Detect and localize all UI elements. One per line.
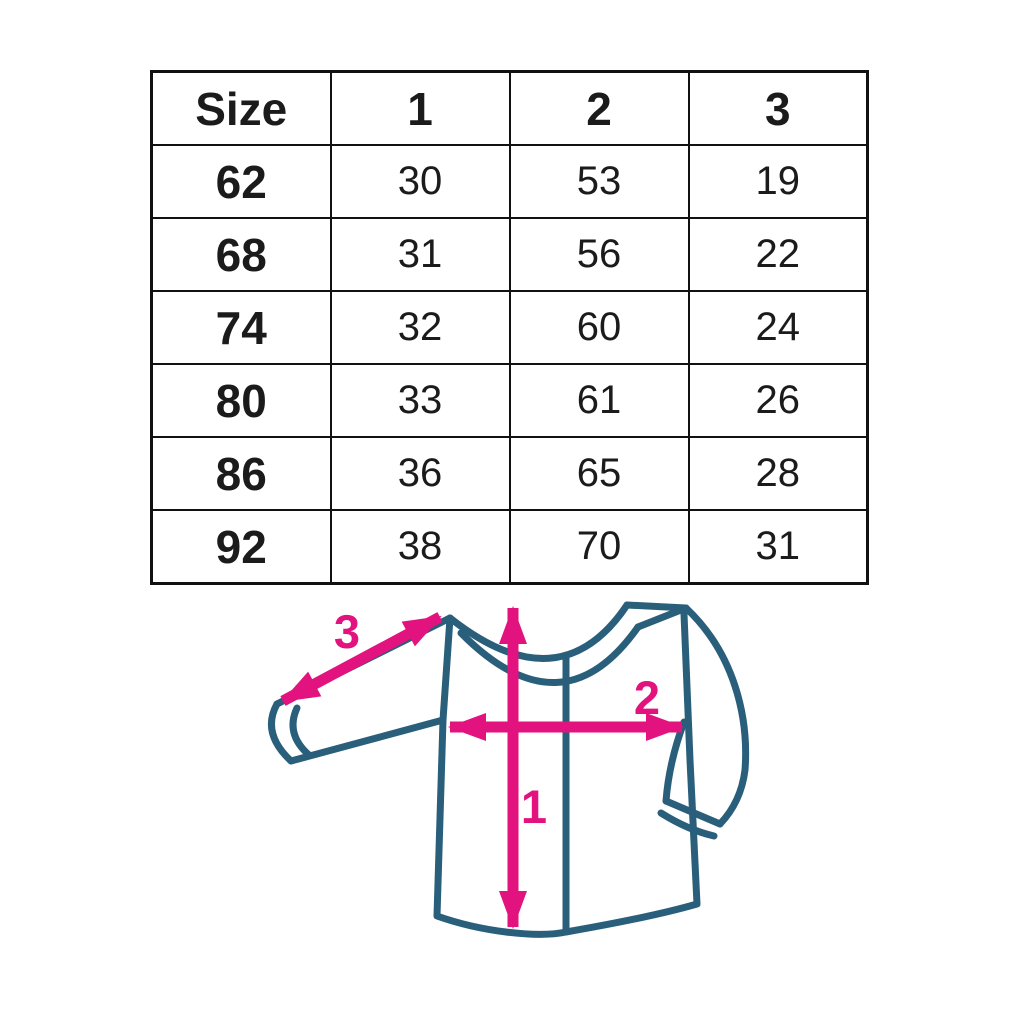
- shirt-right-cuff-edge: [657, 809, 718, 840]
- measurement-cell: 61: [508, 363, 690, 438]
- measurement-cell: 65: [508, 436, 690, 511]
- shirt-shoulder-right-seam: [634, 604, 690, 631]
- size-cell: 86: [150, 436, 332, 511]
- size-chart-table: Size 1 2 3 62 30 53 19 68 31 56 22 74 32…: [150, 70, 869, 585]
- measurement-cell: 30: [329, 144, 511, 219]
- table-row: 86 36 65 28: [150, 436, 869, 511]
- shirt-measurement-diagram: 1 2 3: [267, 601, 750, 938]
- shirt-collar-inner: [457, 623, 642, 686]
- measurement-cell: 56: [508, 217, 690, 292]
- table-row: 62 30 53 19: [150, 144, 869, 219]
- measurement-arrow-3: [280, 612, 443, 706]
- size-cell: 92: [150, 509, 332, 585]
- shirt-shoulder-right-top: [623, 601, 690, 612]
- shirt-left-cuff-band: [289, 704, 313, 759]
- shirt-right-sleeve-inner: [662, 718, 688, 805]
- measurement-cell: 31: [329, 217, 511, 292]
- column-header-3: 3: [687, 70, 869, 146]
- measurement-cell: 36: [329, 436, 511, 511]
- measurement-cell: 38: [329, 509, 511, 585]
- table-row: 92 38 70 31: [150, 509, 869, 585]
- measurement-cell: 19: [687, 144, 869, 219]
- arrow-label-1: 1: [521, 780, 547, 833]
- size-cell: 62: [150, 144, 332, 219]
- measurement-cell: 28: [687, 436, 869, 511]
- table-row: 68 31 56 22: [150, 217, 869, 292]
- shirt-left-sleeve-bottom: [287, 716, 447, 765]
- measurement-cell: 31: [687, 509, 869, 585]
- measurement-cell: 53: [508, 144, 690, 219]
- table-row: 74 32 60 24: [150, 290, 869, 365]
- column-header-2: 2: [508, 70, 690, 146]
- measurement-arrows: [280, 606, 684, 929]
- measurement-cell: 24: [687, 290, 869, 365]
- measurement-cell: 22: [687, 217, 869, 292]
- header-row: Size 1 2 3: [150, 70, 869, 146]
- shirt-collar-outer: [446, 601, 631, 662]
- table-row: 80 33 61 26: [150, 363, 869, 438]
- shirt-right-sleeve-outer: [682, 604, 750, 828]
- shirt-right-cuff-band: [662, 797, 724, 828]
- column-header-size: Size: [150, 70, 332, 146]
- measurement-cell: 32: [329, 290, 511, 365]
- measurement-cell: 33: [329, 363, 511, 438]
- size-cell: 80: [150, 363, 332, 438]
- shirt-left-cuff-edge: [267, 700, 295, 765]
- arrow-label-2: 2: [634, 671, 660, 724]
- size-cell: 74: [150, 290, 332, 365]
- measurement-cell: 70: [508, 509, 690, 585]
- column-header-1: 1: [329, 70, 511, 146]
- arrow-label-3: 3: [334, 605, 360, 658]
- measurement-cell: 60: [508, 290, 690, 365]
- size-cell: 68: [150, 217, 332, 292]
- measurement-cell: 26: [687, 363, 869, 438]
